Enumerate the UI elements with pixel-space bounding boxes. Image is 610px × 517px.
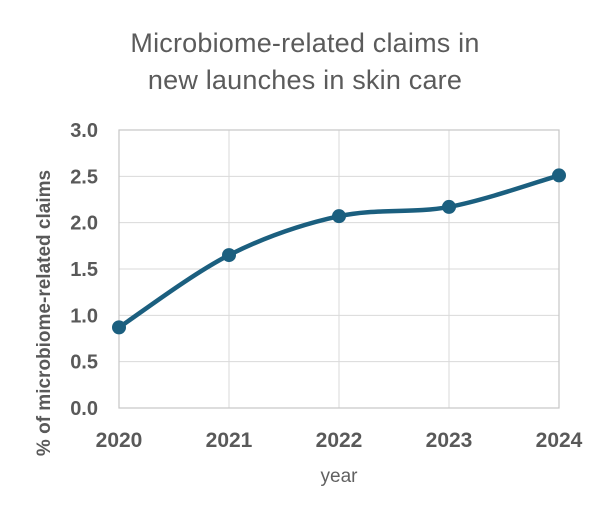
- y-tick-label: 2.0: [70, 213, 98, 235]
- x-tick-label: 2022: [316, 429, 363, 452]
- x-tick-label: 2021: [206, 429, 253, 452]
- data-point: [112, 320, 126, 335]
- data-point: [222, 248, 236, 263]
- chart-title: Microbiome-related claims in new launche…: [0, 25, 610, 99]
- y-tick-label: 1.0: [70, 305, 98, 327]
- x-tick-label: 2020: [96, 429, 143, 452]
- x-tick-label: 2023: [426, 429, 473, 452]
- y-tick-label: 1.5: [70, 259, 98, 281]
- data-point: [442, 199, 456, 214]
- y-tick-label: 0.5: [70, 352, 98, 374]
- plot-border: [118, 129, 560, 409]
- chart-title-line1: Microbiome-related claims in: [130, 28, 480, 58]
- data-point: [332, 209, 346, 224]
- data-point: [552, 168, 566, 183]
- y-tick-label: 0.0: [70, 398, 98, 420]
- x-tick-label: 2024: [536, 429, 583, 452]
- y-tick-label: 3.0: [70, 120, 98, 142]
- chart-title-line2: new launches in skin care: [147, 65, 463, 95]
- x-axis-label: year: [320, 466, 358, 487]
- y-tick-label: 2.5: [70, 166, 98, 188]
